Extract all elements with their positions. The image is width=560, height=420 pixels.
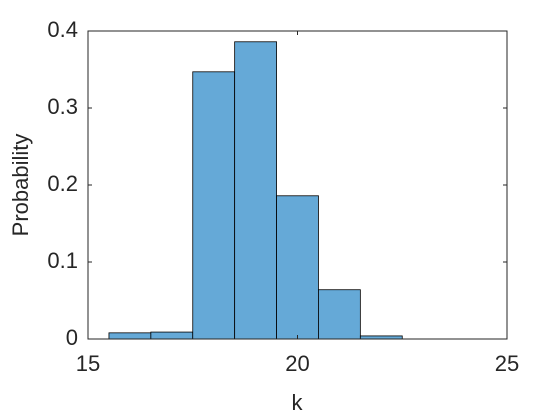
bar xyxy=(192,71,236,340)
x-tick-label: 20 xyxy=(285,351,309,376)
x-axis-label: k xyxy=(292,390,304,415)
bar xyxy=(234,41,277,340)
bar xyxy=(318,289,361,340)
y-tick-label: 0.1 xyxy=(47,248,78,273)
bar xyxy=(276,195,319,340)
y-axis-label: Probability xyxy=(8,134,33,237)
y-tick-label: 0.2 xyxy=(47,171,78,196)
y-tick-label: 0.4 xyxy=(47,17,78,42)
x-tick-label: 15 xyxy=(76,351,100,376)
y-tick-label: 0.3 xyxy=(47,94,78,119)
x-tick-label: 25 xyxy=(495,351,519,376)
bar xyxy=(150,331,194,340)
bar xyxy=(108,332,152,340)
y-tick-label: 0 xyxy=(66,325,78,350)
